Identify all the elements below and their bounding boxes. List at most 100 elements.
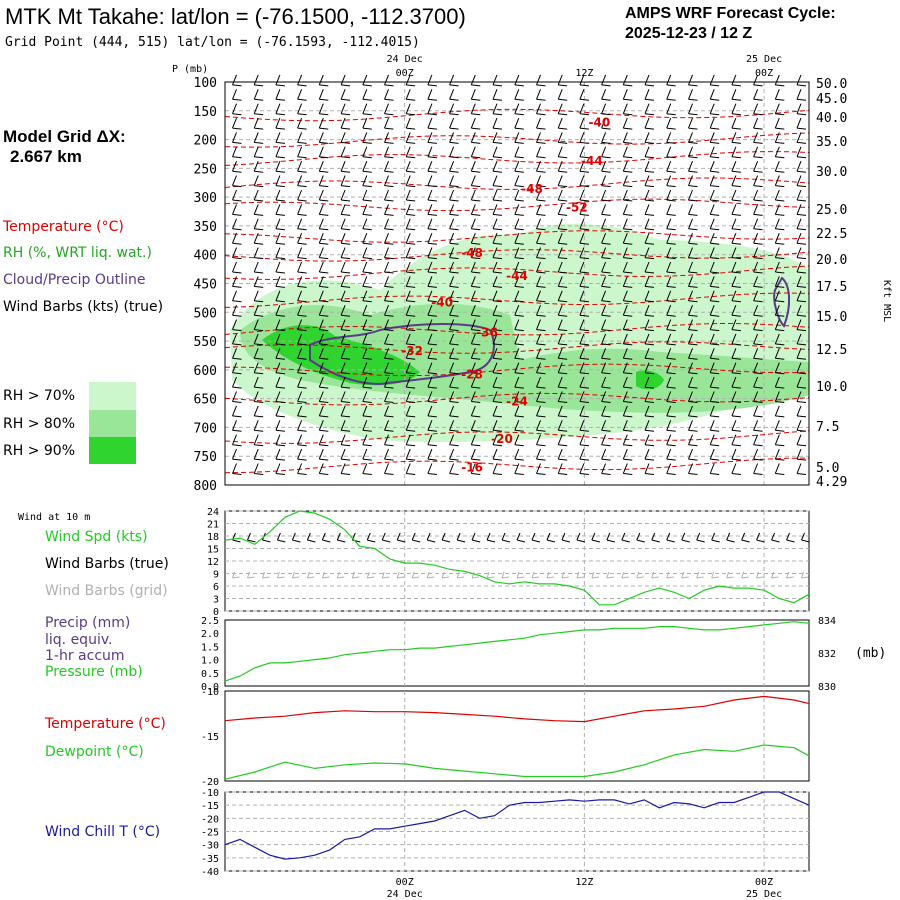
wind-barb — [340, 305, 351, 317]
wind-barb — [297, 420, 307, 432]
wind-barb — [405, 420, 416, 432]
wind-barb — [644, 261, 655, 274]
wind-barb — [405, 376, 416, 389]
wind-barb — [427, 434, 437, 447]
wind-barb — [709, 161, 720, 173]
wind-barb — [384, 305, 394, 317]
wind-barb — [774, 362, 785, 375]
bottom-hour-label: 12Z — [575, 877, 593, 888]
wind-barb — [796, 247, 807, 260]
wind-barb-true — [381, 532, 391, 543]
wind-barb — [666, 290, 676, 303]
wind-barb — [492, 261, 503, 274]
wind-barb — [557, 376, 568, 389]
wind-barbs-true-label: Wind Barbs (true) — [45, 556, 169, 572]
wind-barb — [362, 448, 372, 461]
value-tick-label: 3 — [213, 595, 219, 606]
pressure-tick-label: 450 — [194, 278, 217, 293]
wind-barb — [405, 362, 416, 375]
wind-barb — [318, 276, 329, 288]
wind-barb — [709, 89, 720, 101]
wind-barb — [796, 218, 807, 231]
wind-barb — [340, 103, 351, 116]
pressure-tick-label: 100 — [194, 76, 217, 91]
wind-barb — [492, 161, 503, 173]
wind-barb — [688, 161, 698, 173]
wind-barb — [362, 391, 372, 403]
height-tick-label: 5.0 — [816, 461, 839, 476]
wind-barb — [362, 348, 372, 360]
wind-barb — [536, 405, 546, 418]
wind-barb — [796, 391, 807, 403]
wind-barb — [449, 261, 459, 274]
isotherm-label: -44 — [581, 154, 603, 168]
precip-label: Precip (mm) — [45, 615, 130, 631]
wind-barb — [622, 103, 633, 116]
wind-barb — [579, 103, 589, 116]
wind-barb — [644, 319, 655, 332]
wind-barb — [297, 333, 307, 346]
wind-barb — [427, 189, 437, 202]
wind-barb — [557, 247, 568, 260]
wind-barb — [536, 276, 546, 288]
wind-barb — [644, 204, 655, 216]
wind-barb-grid — [516, 571, 525, 579]
wind-barb — [644, 420, 655, 432]
wind-barb — [449, 420, 459, 432]
isotherm-label: -52 — [566, 201, 588, 215]
wind-barb — [644, 434, 655, 447]
wind-barb — [644, 448, 655, 461]
wind-barb — [427, 290, 437, 303]
wind-barb — [796, 146, 807, 159]
wind-barb — [688, 305, 698, 317]
wind-barb — [253, 103, 264, 116]
wind-barb — [557, 333, 568, 346]
wind-barb — [405, 74, 416, 87]
wind-barb — [601, 319, 611, 332]
wind-barb — [232, 391, 242, 403]
wind-barb — [557, 362, 568, 375]
wind-barb — [601, 391, 611, 403]
wind-barb — [514, 146, 524, 159]
wind-barb — [449, 362, 459, 375]
rh-legend-swatch-90 — [89, 437, 136, 464]
wind-barb — [753, 333, 763, 346]
wind-barb — [427, 376, 437, 389]
value-tick-label: 9 — [213, 570, 219, 581]
wind-barb-true — [591, 532, 600, 543]
wind-barb — [275, 319, 285, 332]
wind-barb — [362, 333, 372, 346]
wind-barb — [601, 405, 611, 418]
wind-barb — [557, 290, 568, 303]
wind-barb — [709, 434, 720, 447]
wind-barb — [514, 89, 524, 101]
wind-barb — [275, 276, 285, 288]
wind-barb — [427, 391, 437, 403]
wind-barb — [297, 434, 307, 447]
wind-barb — [514, 261, 524, 274]
wind-barb — [557, 146, 568, 159]
wind-barb — [557, 103, 568, 116]
wind-barb — [275, 391, 285, 403]
wind-barb-grid — [426, 571, 435, 579]
wind-barb — [405, 434, 416, 447]
wind-barb — [362, 434, 372, 447]
wind-barb — [709, 448, 720, 461]
wind-barb — [688, 261, 698, 274]
wind-barb-grid — [711, 571, 719, 579]
wind-barb — [557, 204, 568, 216]
wind-barb-true — [576, 532, 586, 543]
wind-barb — [449, 333, 459, 346]
wind-barb-true — [232, 532, 241, 543]
wind-barb — [297, 233, 307, 245]
wind-barb — [774, 290, 785, 303]
wind-barb — [492, 74, 503, 87]
wind-barb-true — [651, 532, 660, 543]
wind-barb — [796, 261, 807, 274]
wind-barb — [557, 132, 568, 144]
wind-barb — [514, 405, 524, 418]
wind-barb — [449, 175, 459, 188]
top-date-label: 25 Dec — [746, 54, 782, 65]
wind-barb — [709, 420, 720, 432]
wind-barb — [318, 319, 329, 332]
